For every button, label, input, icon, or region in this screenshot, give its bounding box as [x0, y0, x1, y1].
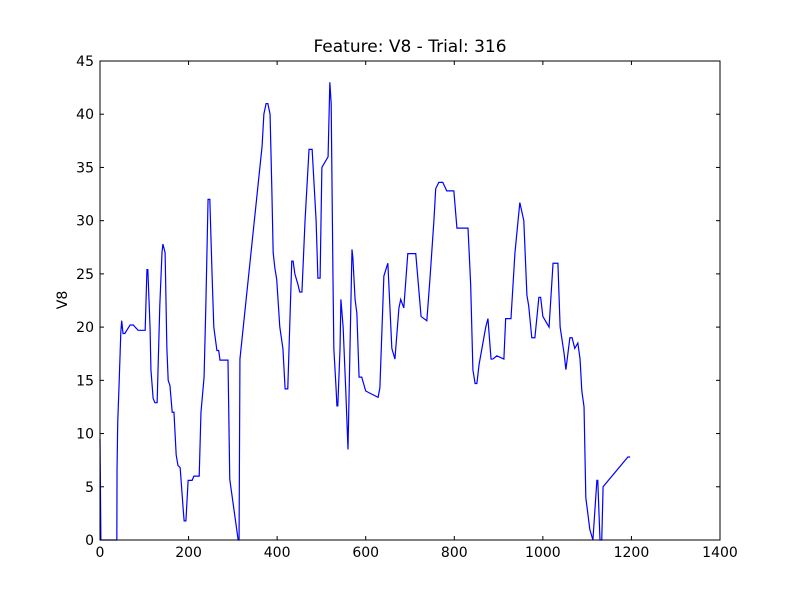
y-tick-label: 40 [76, 107, 94, 123]
y-tick-label: 45 [76, 54, 94, 70]
y-tick-label: 10 [76, 427, 94, 443]
x-tick-label: 0 [96, 545, 105, 561]
data-line [99, 82, 631, 541]
y-tick-label: 0 [85, 533, 94, 549]
y-tick-label: 30 [76, 214, 94, 230]
y-tick-label: 15 [76, 373, 94, 389]
y-tick-label: 35 [76, 160, 94, 176]
y-tick-label: 20 [76, 320, 94, 336]
x-tick-label: 1000 [525, 545, 561, 561]
x-tick-label: 1200 [614, 545, 650, 561]
x-tick-label: 200 [175, 545, 202, 561]
x-tick-label: 400 [264, 545, 291, 561]
y-tick-label: 25 [76, 267, 94, 283]
plot-frame [99, 60, 721, 541]
y-axis-label: V8 [55, 291, 71, 309]
y-tick-label: 5 [85, 480, 94, 496]
chart-title: Feature: V8 - Trial: 316 [313, 37, 506, 57]
x-tick-label: 1400 [702, 545, 738, 561]
x-tick-label: 600 [352, 545, 379, 561]
x-tick-label: 800 [441, 545, 468, 561]
